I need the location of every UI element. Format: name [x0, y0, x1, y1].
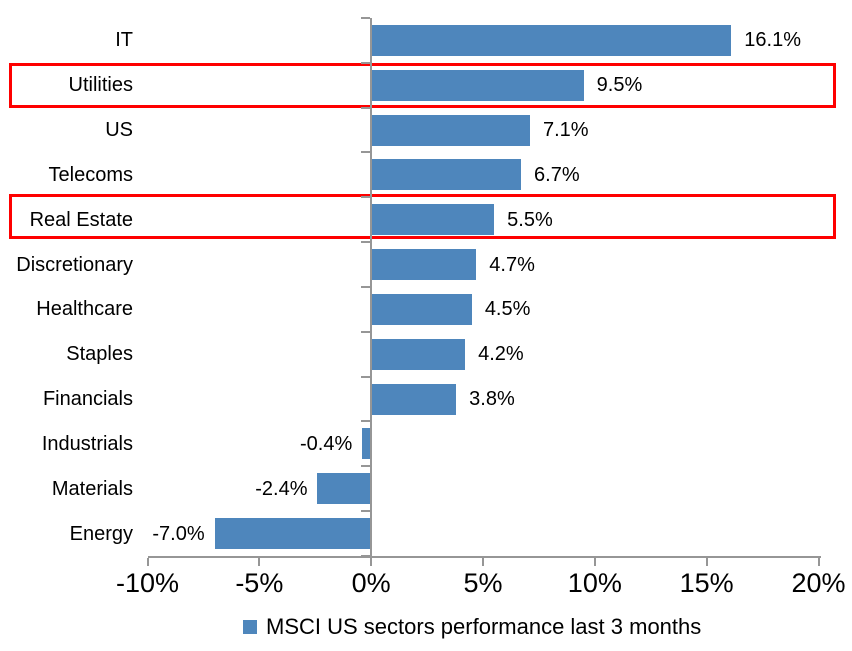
bar-real-estate: [371, 204, 495, 236]
category-axis-tick: [361, 375, 371, 378]
category-label-materials: Materials: [51, 477, 133, 500]
value-label-energy: -7.0%: [152, 522, 205, 545]
bar-materials: [317, 473, 372, 505]
value-axis-tick-label: 15%: [679, 568, 734, 598]
value-axis-tick-label: 5%: [463, 568, 503, 598]
category-axis-tick: [361, 510, 371, 513]
bar-healthcare: [371, 293, 472, 325]
bar-it: [371, 24, 732, 56]
value-axis-tick: [705, 558, 708, 566]
value-label-real-estate: 5.5%: [507, 208, 553, 231]
category-axis-line: [370, 18, 373, 563]
category-axis-tick: [361, 106, 371, 109]
value-label-discretionary: 4.7%: [489, 253, 535, 276]
category-label-industrials: Industrials: [41, 432, 133, 455]
category-axis-tick: [361, 196, 371, 199]
category-label-healthcare: Healthcare: [36, 298, 133, 321]
legend-swatch-icon: [243, 620, 257, 634]
bar-financials: [371, 383, 457, 415]
value-axis-tick-label: 20%: [791, 568, 846, 598]
value-label-staples: 4.2%: [478, 343, 524, 366]
bar-discretionary: [371, 249, 477, 281]
chart-legend: MSCI US sectors performance last 3 month…: [243, 615, 701, 639]
category-axis-tick: [361, 420, 371, 423]
bar-us: [371, 114, 530, 146]
value-label-us: 7.1%: [542, 119, 589, 142]
category-label-us: US: [105, 119, 133, 142]
value-axis-tick: [817, 558, 820, 566]
value-axis-tick-label: 0%: [351, 568, 391, 598]
value-label-telecoms: 6.7%: [534, 163, 580, 186]
category-axis-tick: [361, 285, 371, 288]
value-label-industrials: -0.4%: [299, 432, 353, 455]
bar-telecoms: [371, 159, 521, 191]
bar-industrials: [362, 428, 372, 460]
value-axis-line: [147, 556, 821, 558]
value-label-it: 16.1%: [744, 29, 801, 52]
category-axis-tick: [361, 554, 371, 557]
bar-utilities: [371, 69, 584, 101]
legend-label: MSCI US sectors performance last 3 month…: [266, 614, 702, 639]
value-label-materials: -2.4%: [255, 477, 308, 500]
category-axis-tick: [361, 61, 371, 64]
value-label-financials: 3.8%: [469, 388, 515, 411]
value-axis-tick: [258, 558, 261, 566]
value-axis-tick-label: 10%: [567, 568, 622, 598]
category-axis-tick: [361, 151, 371, 154]
bar-energy: [214, 518, 372, 550]
category-label-discretionary: Discretionary: [16, 253, 133, 276]
value-axis-tick-label: -5%: [235, 568, 284, 598]
category-axis-tick: [361, 465, 371, 468]
category-label-energy: Energy: [69, 522, 133, 545]
category-label-real-estate: Real Estate: [29, 208, 133, 231]
category-label-financials: Financials: [42, 388, 133, 411]
category-axis-tick: [361, 330, 371, 333]
highlight-box-real-estate: [9, 194, 836, 240]
value-label-utilities: 9.5%: [596, 74, 643, 97]
value-label-healthcare: 4.5%: [484, 298, 531, 321]
value-axis-tick-label: -10%: [115, 568, 180, 598]
category-label-staples: Staples: [66, 343, 133, 366]
value-axis-tick: [370, 558, 373, 566]
category-label-utilities: Utilities: [68, 74, 133, 97]
category-label-telecoms: Telecoms: [48, 163, 133, 186]
value-axis-tick: [593, 558, 596, 566]
value-axis-tick: [146, 558, 149, 566]
highlight-box-utilities: [9, 62, 836, 108]
category-label-it: IT: [115, 29, 133, 52]
category-axis-tick: [361, 241, 371, 244]
category-axis-tick: [361, 17, 371, 19]
bar-staples: [371, 338, 466, 370]
value-axis-tick: [482, 558, 484, 566]
